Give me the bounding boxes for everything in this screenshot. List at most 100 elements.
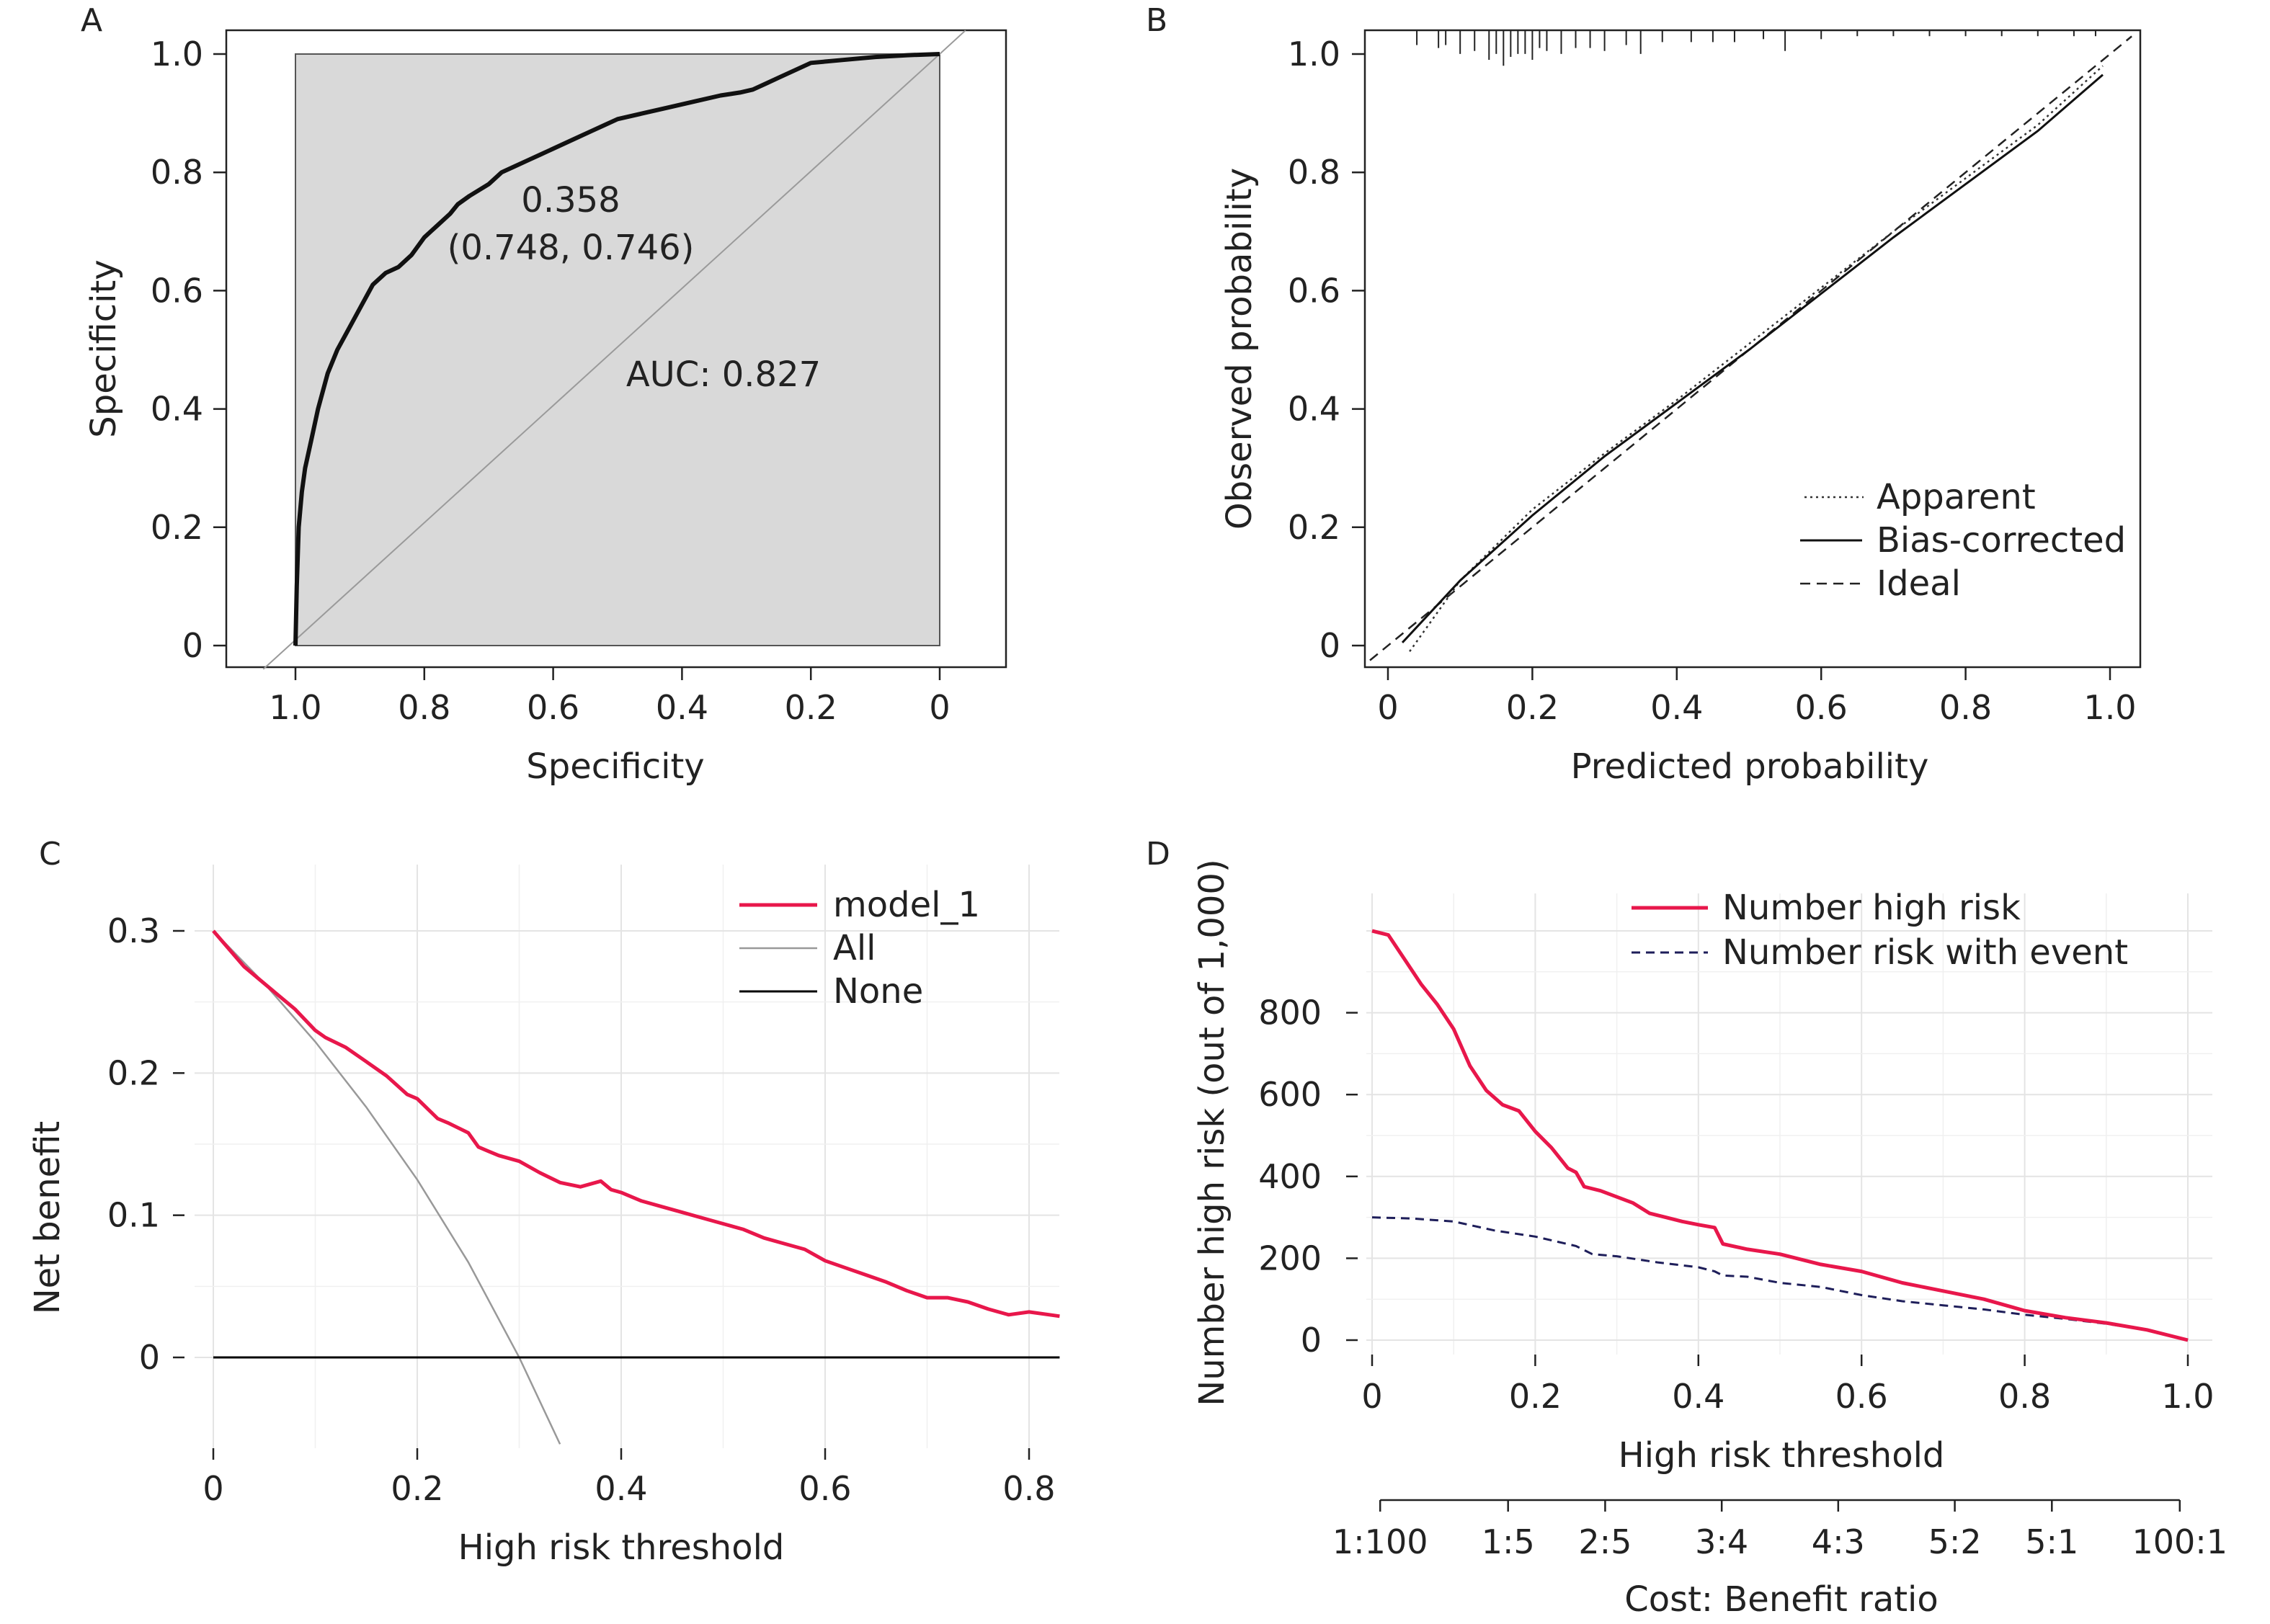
panel-c-x-tick-label-0-2: 0.2 (391, 1469, 443, 1508)
roc-curve (293, 52, 940, 646)
panel-c-x-tick-label-0: 0 (202, 1469, 223, 1508)
panel-d-y-axis-label: Number high risk (out of 1,000) (1192, 859, 1232, 1406)
panel-b-plot-frame (1363, 29, 2142, 669)
panel-b-legend: Apparent Bias-corrected Ideal (1800, 477, 2126, 604)
panel-c-grid (195, 865, 1059, 1448)
panel-a-y-tick-label-0-8: 0.8 (151, 153, 203, 192)
panel-c-y-ticks: 0 0.1 0.2 0.3 (107, 911, 184, 1377)
panel-b-x-axis-label: Predicted probability (1571, 746, 1929, 787)
prediction-rug (1416, 30, 2096, 66)
panel-b-x-tick-label-0: 0 (1377, 688, 1398, 727)
panel-b-x-tick-label-0-2: 0.2 (1506, 688, 1559, 727)
panel-d-x-tick-label-0-8: 0.8 (1998, 1377, 2051, 1416)
roc-point-annotation: (0.748, 0.746) (448, 228, 695, 268)
panel-letter-d: D (1146, 836, 1170, 873)
panel-a-y-tick-label-0-4: 0.4 (151, 390, 203, 429)
panel-c-y-tick-label-0: 0 (139, 1338, 160, 1377)
legend-label-apparent: Apparent (1877, 477, 2036, 517)
panel-d-x-tick-label-1-0: 1.0 (2161, 1377, 2214, 1416)
panel-d-x-ticks: 0 0.2 0.4 0.6 0.8 1.0 (1361, 1355, 2215, 1416)
panel-a-roc-chart: 0.358 (0.748, 0.746) AUC: 0.827 1.0 0.8 0.… (84, 29, 1007, 787)
panel-b-y-tick-label-0: 0 (1319, 626, 1340, 665)
ideal-line (1369, 35, 2132, 661)
panel-c-y-axis-label: Net benefit (27, 1121, 68, 1315)
panel-b-x-ticks: 0 0.2 0.4 0.6 0.8 1.0 (1377, 667, 2137, 727)
number-high-risk-curve (1371, 929, 2189, 1342)
panel-d-y-tick-label-200: 200 (1258, 1239, 1322, 1277)
panel-d-clinical-impact-curve: Number high risk Number risk with event … (1192, 859, 2227, 1620)
panel-letter-b: B (1146, 2, 1167, 39)
panel-a-x-tick-label-0: 0 (929, 688, 950, 727)
panel-b-x-tick-label-0-4: 0.4 (1650, 688, 1703, 727)
bias-corrected-line (1401, 73, 2104, 643)
panel-a-y-tick-label-0: 0 (182, 626, 203, 665)
panel-a-y-tick-label-1-0: 1.0 (151, 35, 203, 73)
cost-benefit-tick-label-3-4: 3:4 (1695, 1522, 1748, 1561)
legend-label-number-high-risk: Number high risk (1722, 888, 2021, 928)
legend-label-bias-corrected: Bias-corrected (1877, 520, 2126, 561)
legend-label-all: All (833, 928, 876, 968)
panel-letter-a: A (81, 2, 102, 39)
cost-benefit-tick-label-1-5: 1:5 (1482, 1522, 1535, 1561)
panel-b-x-tick-label-0-6: 0.6 (1795, 688, 1848, 727)
panel-c-x-tick-label-0-6: 0.6 (798, 1469, 851, 1508)
panel-a-x-ticks: 1.0 0.8 0.6 0.4 0.2 0 (269, 667, 951, 727)
cost-benefit-axis: 1:100 1:5 2:5 3:4 4:3 5:2 5:1 100:1 (1332, 1499, 2228, 1561)
panel-b-x-tick-label-0-8: 0.8 (1939, 688, 1992, 727)
legend-label-none: None (833, 971, 923, 1012)
panel-d-x-tick-label-0: 0 (1361, 1377, 1382, 1416)
panel-d-y-tick-label-600: 600 (1258, 1075, 1322, 1114)
panel-a-x-tick-label-0-8: 0.8 (398, 688, 450, 727)
panel-c-x-tick-label-0-8: 0.8 (1002, 1469, 1055, 1508)
panel-d-x-tick-label-0-4: 0.4 (1672, 1377, 1724, 1416)
panel-a-x-tick-label-0-6: 0.6 (527, 688, 579, 727)
auc-annotation: AUC: 0.827 (626, 354, 821, 395)
panel-d-y-tick-label-0: 0 (1301, 1321, 1322, 1360)
panel-a-y-axis-label: Specificity (84, 259, 124, 437)
panel-c-y-tick-label-0-3: 0.3 (107, 911, 160, 950)
panel-d-x-tick-label-0-2: 0.2 (1509, 1377, 1562, 1416)
panel-letter-c: C (39, 836, 61, 873)
cost-benefit-tick-label-4-3: 4:3 (1812, 1522, 1865, 1561)
panel-b-y-axis-label: Observed probability (1219, 168, 1260, 530)
number-risk-with-event-curve (1371, 1216, 2189, 1342)
cost-benefit-tick-label-2-5: 2:5 (1578, 1522, 1632, 1561)
panel-a-y-tick-label-0-2: 0.2 (151, 508, 203, 547)
panel-c-x-tick-label-0-4: 0.4 (595, 1469, 647, 1508)
panel-d-x-axis-label: High risk threshold (1619, 1435, 1945, 1476)
panel-c-decision-curve: model_1 All None 0 0.2 0.4 0.6 0.8 0 0.1 0.2 0.… (27, 865, 1060, 1568)
panel-d-y-ticks: 0 200 400 600 800 (1258, 994, 1358, 1360)
panel-a-x-tick-label-0-2: 0.2 (785, 688, 837, 727)
panel-b-y-ticks: 0 0.2 0.4 0.6 0.8 1.0 (1288, 35, 1365, 665)
legend-label-ideal: Ideal (1877, 563, 1961, 604)
cost-benefit-tick-label-5-2: 5:2 (1928, 1522, 1982, 1561)
legend-label-number-risk-with-event: Number risk with event (1722, 932, 2128, 973)
panel-b-y-tick-label-0-4: 0.4 (1288, 390, 1340, 429)
panel-b-calibration-chart: Apparent Bias-corrected Ideal 0 0.2 0.4 0.6… (1219, 29, 2142, 787)
cost-benefit-tick-label-1-100: 1:100 (1332, 1522, 1428, 1561)
cost-benefit-tick-label-5-1: 5:1 (2025, 1522, 2078, 1561)
panel-a-x-axis-label: Specificity (526, 746, 704, 787)
panel-d-y-tick-label-800: 800 (1258, 994, 1322, 1032)
panel-d-y-tick-label-400: 400 (1258, 1157, 1322, 1196)
panel-b-y-tick-label-0-2: 0.2 (1288, 508, 1340, 547)
panel-c-x-ticks: 0 0.2 0.4 0.6 0.8 (202, 1448, 1056, 1508)
panel-a-y-tick-label-0-6: 0.6 (151, 271, 203, 310)
panel-c-y-tick-label-0-2: 0.2 (107, 1053, 160, 1092)
panel-d-legend: Number high risk Number risk with event (1632, 888, 2128, 973)
legend-label-model-1: model_1 (833, 885, 980, 925)
panel-b-y-tick-label-1-0: 1.0 (1288, 35, 1340, 73)
panel-a-x-tick-label-1-0: 1.0 (269, 688, 321, 727)
panel-d-x-tick-label-0-6: 0.6 (1835, 1377, 1888, 1416)
roc-threshold-annotation: 0.358 (521, 180, 620, 220)
model-1-curve (212, 929, 1060, 1319)
all-curve (213, 930, 561, 1445)
panel-a-x-tick-label-0-4: 0.4 (656, 688, 708, 727)
cost-benefit-axis-label: Cost: Benefit ratio (1624, 1579, 1939, 1620)
panel-a-y-ticks: 0 0.2 0.4 0.6 0.8 1.0 (151, 35, 226, 665)
panel-b-x-tick-label-1-0: 1.0 (2083, 688, 2136, 727)
panel-b-y-tick-label-0-6: 0.6 (1288, 271, 1340, 310)
panel-c-x-axis-label: High risk threshold (458, 1527, 785, 1568)
cost-benefit-tick-label-100-1: 100:1 (2132, 1522, 2228, 1561)
